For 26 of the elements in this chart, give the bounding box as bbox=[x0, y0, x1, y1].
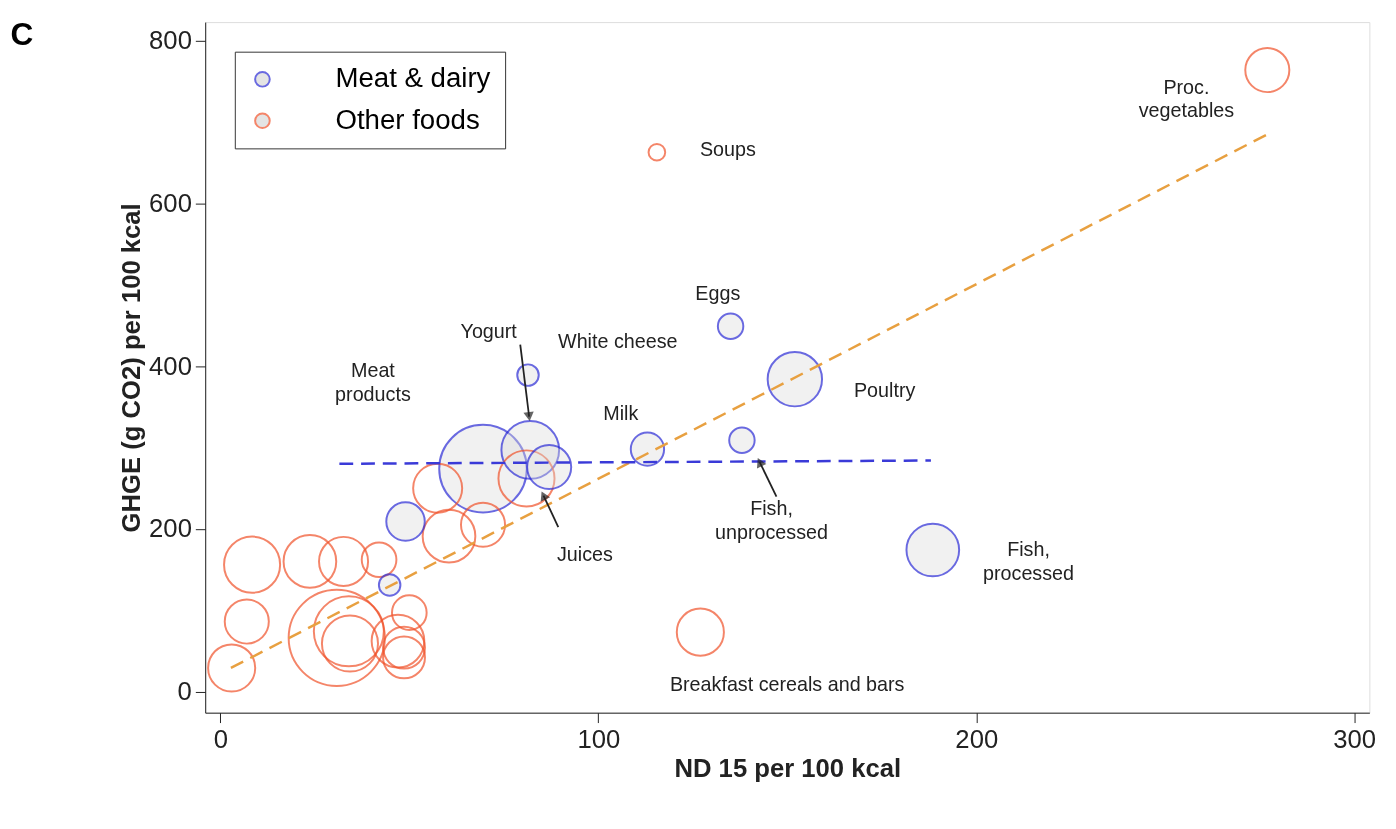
y-tick-label: 200 bbox=[149, 514, 192, 543]
x-tick-label: 100 bbox=[577, 724, 621, 753]
annotation: Milk bbox=[603, 401, 639, 424]
annotation: Eggs bbox=[695, 281, 741, 304]
y-tick-label: 400 bbox=[149, 351, 192, 380]
x-tick-label: 300 bbox=[1333, 724, 1377, 753]
y-tick-label: 600 bbox=[149, 188, 192, 217]
annotation: Yogurt bbox=[460, 319, 518, 342]
annotation: Fish, processed bbox=[983, 537, 1074, 584]
annotation: Fish, unprocessed bbox=[715, 497, 828, 544]
y-tick-label: 0 bbox=[177, 676, 192, 705]
annotation: Poultry bbox=[853, 378, 916, 401]
annotation: White cheese bbox=[558, 330, 678, 353]
y-tick-label: 800 bbox=[149, 26, 192, 55]
x-axis-title: ND 15 per 100 kcal bbox=[674, 754, 902, 783]
legend-label: Meat & dairy bbox=[335, 62, 491, 94]
annotation: Proc. vegetables bbox=[1138, 75, 1235, 122]
y-axis-title: GHGE (g CO2) per 100 kcal bbox=[117, 203, 146, 533]
annotation: Meat products bbox=[335, 359, 411, 405]
annotation: Breakfast cereals and bars bbox=[669, 673, 905, 696]
annotation: Soups bbox=[699, 138, 757, 161]
legend-label: Other foods bbox=[335, 103, 480, 135]
x-tick-label: 200 bbox=[955, 724, 999, 753]
x-tick-label: 0 bbox=[213, 724, 228, 753]
annotation: Juices bbox=[556, 542, 614, 565]
chart-title: C bbox=[10, 15, 34, 52]
